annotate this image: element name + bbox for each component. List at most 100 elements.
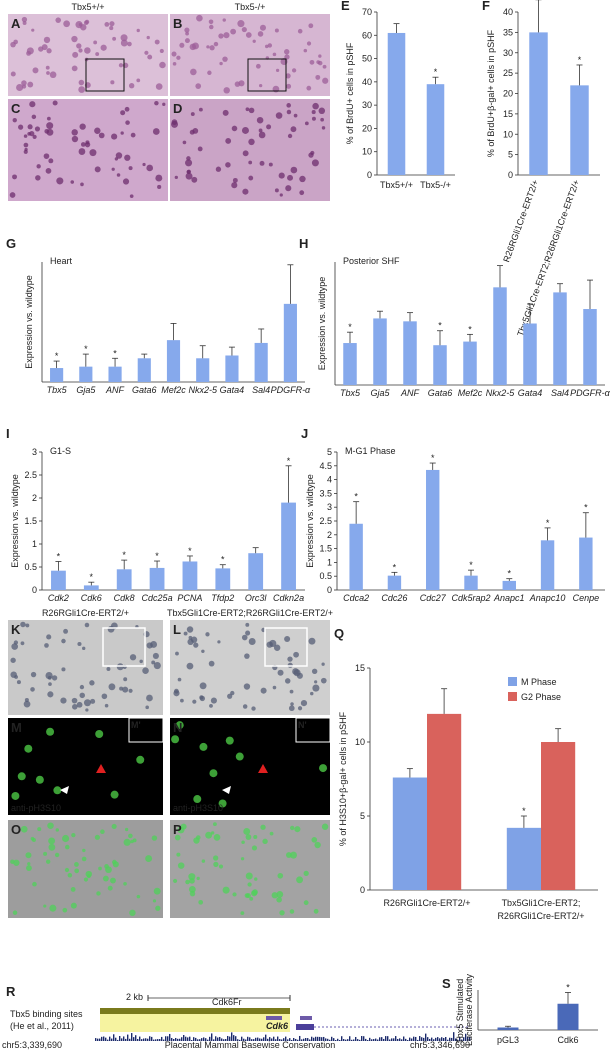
cell bbox=[230, 28, 237, 35]
cell bbox=[70, 902, 77, 909]
cell bbox=[184, 27, 190, 33]
conservation bbox=[303, 1038, 305, 1041]
conservation bbox=[215, 1036, 217, 1041]
cell bbox=[286, 109, 292, 115]
conservation bbox=[345, 1039, 347, 1041]
conservation bbox=[443, 1037, 445, 1041]
cell bbox=[64, 844, 70, 850]
significance: * bbox=[584, 503, 588, 513]
cell bbox=[71, 832, 76, 838]
cell bbox=[155, 174, 163, 182]
cell bbox=[296, 672, 303, 679]
conservation bbox=[459, 1036, 461, 1041]
y-tick-label: 10 bbox=[503, 129, 513, 139]
cell bbox=[129, 909, 136, 917]
cell bbox=[104, 864, 109, 869]
cell bbox=[80, 142, 86, 147]
cell bbox=[245, 834, 252, 840]
cell bbox=[31, 114, 37, 120]
cell bbox=[274, 188, 279, 193]
cell bbox=[152, 652, 159, 659]
cell bbox=[84, 141, 91, 148]
cell bbox=[82, 646, 86, 651]
y-tick-label: 0 bbox=[508, 170, 513, 180]
cell bbox=[90, 698, 96, 704]
cell bbox=[251, 890, 258, 897]
cell bbox=[245, 872, 253, 880]
cell bbox=[184, 38, 190, 44]
y-tick-label: 4 bbox=[327, 475, 332, 485]
arrowhead bbox=[60, 786, 69, 794]
bar bbox=[426, 84, 445, 175]
bar bbox=[116, 569, 132, 590]
conservation bbox=[347, 1039, 349, 1041]
bar bbox=[433, 345, 447, 385]
subtitle: Posterior SHF bbox=[343, 256, 400, 266]
cell bbox=[232, 177, 238, 183]
arrowhead bbox=[96, 764, 106, 773]
cell bbox=[311, 837, 318, 843]
cell bbox=[227, 693, 233, 699]
panel-letter: G bbox=[6, 236, 16, 251]
x-tick-label: Gata6 bbox=[132, 385, 157, 395]
conservation bbox=[121, 1038, 123, 1041]
cell bbox=[125, 120, 130, 125]
x-tick-label: Cdc25a bbox=[142, 593, 173, 603]
cell bbox=[212, 822, 217, 827]
cell bbox=[290, 126, 297, 133]
legend-label: G2 Phase bbox=[521, 692, 561, 702]
cell bbox=[210, 697, 217, 704]
cell bbox=[291, 68, 297, 73]
x-tick-label: Tbx5+/+ bbox=[380, 180, 413, 190]
conservation bbox=[425, 1033, 427, 1041]
cell bbox=[74, 862, 79, 867]
cell bbox=[124, 154, 131, 161]
cell bbox=[35, 775, 44, 784]
conservation bbox=[449, 1037, 451, 1041]
cell bbox=[256, 116, 264, 124]
conservation bbox=[367, 1039, 369, 1041]
cell bbox=[320, 677, 327, 684]
cell bbox=[222, 56, 228, 62]
cell bbox=[109, 21, 115, 27]
cell bbox=[196, 876, 200, 881]
conservation bbox=[151, 1036, 153, 1041]
cell bbox=[177, 862, 185, 869]
cell bbox=[182, 140, 187, 145]
significance: * bbox=[122, 550, 126, 560]
cell bbox=[258, 131, 266, 139]
x-tick-label: Sal4 bbox=[252, 385, 270, 395]
cell bbox=[78, 48, 83, 53]
cell bbox=[30, 671, 37, 678]
panel-letter: N bbox=[173, 720, 182, 735]
conservation bbox=[299, 1035, 301, 1041]
significance: * bbox=[354, 492, 358, 502]
cell bbox=[46, 48, 52, 54]
cell bbox=[30, 836, 35, 841]
conservation bbox=[343, 1039, 345, 1041]
y-tick-label: 1.5 bbox=[319, 544, 332, 554]
cell bbox=[45, 65, 50, 70]
cell bbox=[136, 755, 145, 764]
conservation bbox=[109, 1036, 111, 1041]
cell bbox=[43, 851, 48, 856]
conservation bbox=[161, 1036, 163, 1041]
x-tick-label: Anapc10 bbox=[529, 593, 566, 603]
cell bbox=[74, 868, 80, 874]
binding-site bbox=[266, 1016, 282, 1020]
cell bbox=[244, 653, 250, 659]
cell bbox=[80, 182, 84, 187]
bar bbox=[215, 568, 231, 590]
cell bbox=[290, 702, 294, 706]
y-tick-label: 2 bbox=[327, 530, 332, 540]
x-tick-label: Sal4 bbox=[551, 388, 569, 398]
cell bbox=[10, 71, 16, 77]
cell bbox=[145, 705, 149, 710]
conservation bbox=[211, 1033, 213, 1041]
conservation bbox=[451, 1037, 453, 1041]
significance: * bbox=[90, 572, 94, 582]
conservation bbox=[269, 1037, 271, 1041]
cell bbox=[223, 32, 230, 39]
inset bbox=[295, 717, 331, 743]
